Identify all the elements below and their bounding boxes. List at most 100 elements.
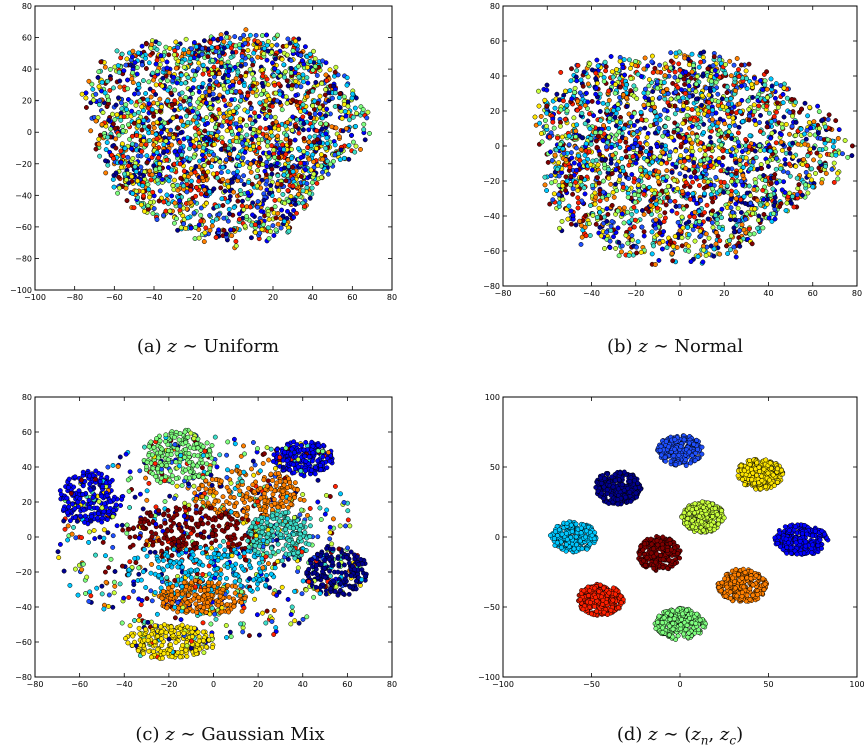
data-point	[573, 128, 579, 134]
data-point	[146, 194, 152, 200]
data-point	[118, 100, 124, 106]
data-point	[275, 221, 281, 227]
data-point	[590, 213, 596, 218]
data-point	[575, 200, 581, 206]
data-point	[320, 58, 325, 64]
data-point	[612, 136, 618, 142]
data-point	[631, 83, 637, 89]
data-point	[251, 76, 257, 82]
data-point	[733, 201, 739, 207]
data-point	[787, 150, 793, 156]
data-point	[257, 125, 263, 131]
data-point	[265, 143, 271, 149]
data-point	[845, 154, 851, 160]
data-point	[733, 196, 739, 202]
data-point	[174, 152, 180, 158]
data-point	[657, 62, 663, 68]
data-point	[673, 89, 679, 95]
data-point	[269, 166, 275, 172]
data-point	[252, 110, 257, 116]
data-point	[683, 69, 689, 75]
data-point	[221, 97, 227, 103]
data-point	[662, 73, 668, 79]
data-point	[800, 162, 806, 167]
data-point	[188, 225, 194, 231]
data-point	[91, 97, 97, 103]
data-point	[703, 231, 709, 237]
data-point	[705, 179, 711, 185]
data-point	[638, 146, 644, 152]
data-point	[557, 225, 562, 231]
data-point	[642, 55, 648, 61]
data-point	[349, 95, 355, 101]
data-point	[802, 100, 808, 106]
data-point	[806, 120, 812, 125]
data-point	[661, 80, 667, 85]
data-point	[781, 114, 787, 120]
data-point	[157, 165, 162, 171]
data-point	[699, 93, 705, 99]
data-point	[193, 164, 199, 169]
data-point	[200, 71, 206, 77]
data-point	[237, 127, 243, 133]
data-point	[231, 204, 237, 210]
data-point	[705, 113, 711, 119]
data-point	[732, 217, 738, 223]
data-point	[220, 139, 225, 145]
data-point	[627, 65, 633, 71]
data-point	[626, 176, 632, 182]
data-point	[264, 32, 270, 38]
data-point	[681, 76, 687, 82]
data-point	[747, 133, 753, 139]
x-tick-label: 0	[677, 289, 682, 298]
data-point	[810, 184, 816, 190]
data-point	[811, 157, 817, 163]
data-point	[650, 89, 656, 94]
data-point	[293, 201, 298, 207]
data-point	[169, 193, 175, 199]
data-point	[664, 64, 669, 70]
data-point	[702, 152, 708, 158]
data-point	[598, 71, 604, 77]
data-point	[317, 140, 323, 146]
x-tick-label: 20	[719, 289, 729, 298]
data-point	[648, 107, 654, 113]
data-point	[675, 85, 681, 90]
data-point	[172, 177, 177, 183]
data-point	[737, 243, 743, 249]
data-point	[256, 220, 262, 225]
data-point	[653, 201, 659, 207]
data-point	[154, 68, 160, 74]
data-point	[593, 85, 599, 91]
data-point	[324, 106, 330, 112]
data-point	[560, 98, 566, 104]
y-tick-label: 0	[495, 142, 500, 151]
data-point	[194, 185, 199, 190]
data-point	[310, 67, 316, 73]
y-tick-label: −40	[15, 191, 32, 200]
data-point	[644, 141, 650, 147]
data-point	[688, 259, 694, 265]
data-point	[283, 136, 289, 142]
data-point	[598, 129, 604, 135]
data-point	[165, 78, 170, 84]
data-point	[225, 199, 231, 205]
data-point	[831, 179, 837, 185]
data-point	[111, 85, 116, 91]
data-point	[124, 107, 129, 112]
data-point	[281, 146, 287, 152]
data-point	[278, 225, 284, 231]
data-point	[724, 84, 730, 90]
data-point	[134, 71, 140, 77]
data-point	[686, 78, 692, 84]
x-tick-label: −80	[495, 289, 512, 298]
data-point	[842, 138, 848, 143]
data-point	[134, 133, 140, 138]
data-point	[117, 78, 123, 84]
data-point	[255, 39, 261, 45]
data-point	[544, 103, 550, 109]
data-point	[201, 136, 207, 142]
data-point	[249, 71, 255, 77]
data-point	[151, 125, 157, 131]
data-point	[315, 100, 321, 106]
